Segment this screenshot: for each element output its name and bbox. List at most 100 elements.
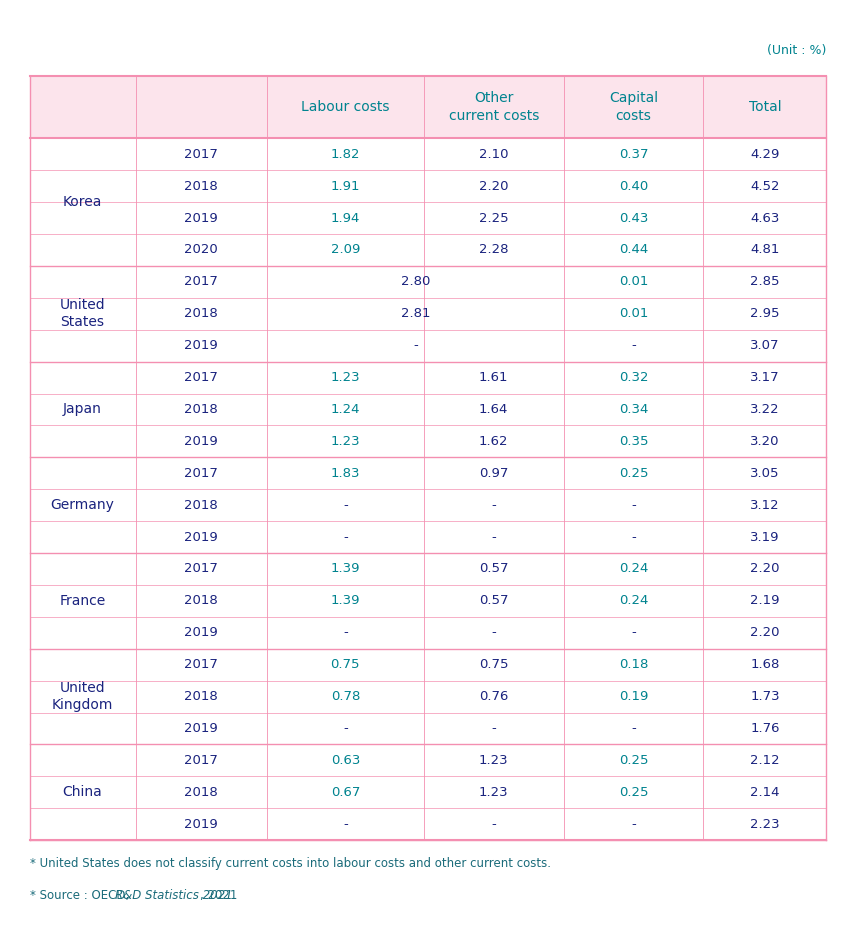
- Text: 3.19: 3.19: [750, 530, 780, 543]
- Text: 1.61: 1.61: [479, 371, 508, 384]
- Text: 2017: 2017: [184, 563, 218, 576]
- Text: -: -: [631, 499, 636, 512]
- Text: Labour costs: Labour costs: [301, 100, 389, 114]
- Bar: [30, 76, 826, 138]
- Text: 2.19: 2.19: [750, 594, 780, 607]
- Text: 0.63: 0.63: [330, 754, 360, 767]
- Text: 2.81: 2.81: [401, 307, 430, 320]
- Text: 0.43: 0.43: [619, 211, 648, 224]
- Text: 0.44: 0.44: [619, 244, 648, 257]
- Text: 0.25: 0.25: [619, 754, 648, 767]
- Text: 4.81: 4.81: [750, 244, 780, 257]
- Text: United
States: United States: [60, 298, 105, 329]
- Text: 2017: 2017: [184, 147, 218, 160]
- Text: * Source : OECD,: * Source : OECD,: [30, 889, 133, 902]
- Text: 1.73: 1.73: [750, 690, 780, 703]
- Text: United
Kingdom: United Kingdom: [52, 681, 113, 712]
- Text: 2.80: 2.80: [401, 275, 430, 288]
- Text: 3.07: 3.07: [750, 339, 780, 352]
- Text: 3.12: 3.12: [750, 499, 780, 512]
- Text: 2018: 2018: [184, 690, 218, 703]
- Text: 2017: 2017: [184, 275, 218, 288]
- Text: 3.05: 3.05: [750, 467, 780, 480]
- Text: 0.34: 0.34: [619, 403, 648, 416]
- Text: 3.20: 3.20: [750, 435, 780, 448]
- Text: -: -: [343, 530, 348, 543]
- Text: 1.23: 1.23: [479, 754, 508, 767]
- Text: 1.24: 1.24: [330, 403, 360, 416]
- Text: 2018: 2018: [184, 594, 218, 607]
- Text: 0.35: 0.35: [619, 435, 648, 448]
- Text: 1.62: 1.62: [479, 435, 508, 448]
- Text: China: China: [62, 785, 103, 799]
- Text: 2018: 2018: [184, 403, 218, 416]
- Text: -: -: [631, 722, 636, 735]
- Text: 1.39: 1.39: [330, 594, 360, 607]
- Text: 1.39: 1.39: [330, 563, 360, 576]
- Text: 0.78: 0.78: [330, 690, 360, 703]
- Text: France: France: [59, 594, 105, 608]
- Text: 1.76: 1.76: [750, 722, 780, 735]
- Text: 2019: 2019: [184, 211, 218, 224]
- Text: 2.20: 2.20: [750, 627, 780, 640]
- Text: 0.57: 0.57: [479, 594, 508, 607]
- Text: 4.52: 4.52: [750, 180, 780, 193]
- Text: -: -: [491, 530, 496, 543]
- Text: 2.20: 2.20: [750, 563, 780, 576]
- Text: Korea: Korea: [62, 195, 102, 210]
- Text: 1.91: 1.91: [330, 180, 360, 193]
- Text: 2019: 2019: [184, 435, 218, 448]
- Text: 1.94: 1.94: [330, 211, 360, 224]
- Text: 0.01: 0.01: [619, 275, 648, 288]
- Text: Other
current costs: Other current costs: [449, 91, 539, 123]
- Text: 2.25: 2.25: [479, 211, 508, 224]
- Text: 2020: 2020: [184, 244, 218, 257]
- Text: -: -: [491, 627, 496, 640]
- Text: 0.32: 0.32: [619, 371, 648, 384]
- Text: 0.76: 0.76: [479, 690, 508, 703]
- Text: Capital
costs: Capital costs: [609, 91, 658, 123]
- Text: 2.28: 2.28: [479, 244, 508, 257]
- Text: 2.14: 2.14: [750, 786, 780, 799]
- Text: 3.22: 3.22: [750, 403, 780, 416]
- Text: 0.24: 0.24: [619, 594, 648, 607]
- Text: R&D Statistics 2021: R&D Statistics 2021: [116, 889, 233, 902]
- Text: 2.09: 2.09: [330, 244, 360, 257]
- Text: -: -: [491, 818, 496, 831]
- Text: (Unit : %): (Unit : %): [767, 44, 826, 57]
- Text: 4.63: 4.63: [750, 211, 780, 224]
- Text: 0.40: 0.40: [619, 180, 648, 193]
- Text: Germany: Germany: [51, 498, 115, 513]
- Text: 2.20: 2.20: [479, 180, 508, 193]
- Text: -: -: [491, 722, 496, 735]
- Text: -: -: [343, 499, 348, 512]
- Text: 0.24: 0.24: [619, 563, 648, 576]
- Text: 2019: 2019: [184, 818, 218, 831]
- Text: 2.95: 2.95: [750, 307, 780, 320]
- Text: Total: Total: [749, 100, 782, 114]
- Text: -: -: [491, 499, 496, 512]
- Text: 2017: 2017: [184, 371, 218, 384]
- Text: -: -: [631, 339, 636, 352]
- Text: , 2021: , 2021: [199, 889, 237, 902]
- Text: 0.01: 0.01: [619, 307, 648, 320]
- Text: 2017: 2017: [184, 467, 218, 480]
- Text: 2018: 2018: [184, 786, 218, 799]
- Text: 1.83: 1.83: [330, 467, 360, 480]
- Text: 2018: 2018: [184, 307, 218, 320]
- Text: 2019: 2019: [184, 627, 218, 640]
- Text: 2017: 2017: [184, 754, 218, 767]
- Text: 2.12: 2.12: [750, 754, 780, 767]
- Text: -: -: [343, 722, 348, 735]
- Text: 0.25: 0.25: [619, 467, 648, 480]
- Text: 0.75: 0.75: [330, 658, 360, 671]
- Text: 0.97: 0.97: [479, 467, 508, 480]
- Text: -: -: [631, 818, 636, 831]
- Text: 0.67: 0.67: [330, 786, 360, 799]
- Text: 0.75: 0.75: [479, 658, 508, 671]
- Text: 1.23: 1.23: [330, 371, 360, 384]
- Text: -: -: [343, 627, 348, 640]
- Text: -: -: [631, 627, 636, 640]
- Text: 3.17: 3.17: [750, 371, 780, 384]
- Text: 2.85: 2.85: [750, 275, 780, 288]
